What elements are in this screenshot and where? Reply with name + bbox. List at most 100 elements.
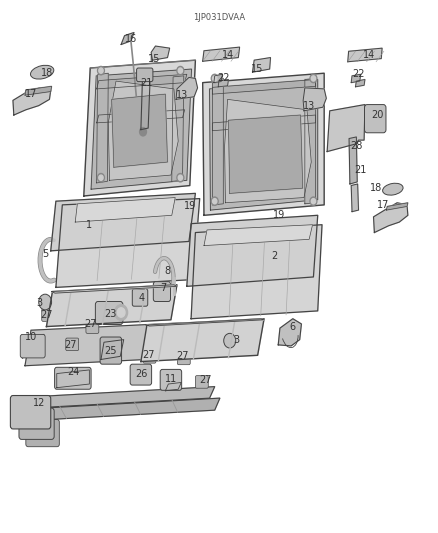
- Text: 14: 14: [222, 50, 234, 60]
- Polygon shape: [97, 73, 108, 183]
- Text: 17: 17: [25, 89, 37, 99]
- Polygon shape: [348, 48, 382, 62]
- FancyBboxPatch shape: [11, 395, 51, 429]
- Polygon shape: [225, 99, 311, 203]
- FancyBboxPatch shape: [143, 351, 156, 363]
- Polygon shape: [327, 104, 365, 151]
- Polygon shape: [151, 46, 170, 60]
- Text: 8: 8: [164, 265, 170, 276]
- Text: 27: 27: [176, 351, 189, 361]
- Text: 5: 5: [42, 249, 48, 259]
- Text: 12: 12: [33, 398, 46, 408]
- Text: 26: 26: [135, 369, 148, 378]
- Text: 16: 16: [125, 34, 137, 44]
- FancyBboxPatch shape: [132, 289, 148, 306]
- Polygon shape: [203, 47, 240, 61]
- Polygon shape: [212, 79, 315, 94]
- Polygon shape: [351, 74, 360, 83]
- FancyBboxPatch shape: [55, 367, 91, 389]
- Circle shape: [178, 68, 183, 73]
- Polygon shape: [187, 215, 318, 286]
- FancyBboxPatch shape: [19, 408, 54, 439]
- FancyBboxPatch shape: [130, 364, 152, 385]
- Text: 15: 15: [148, 54, 161, 63]
- FancyBboxPatch shape: [86, 321, 99, 333]
- Polygon shape: [25, 86, 52, 95]
- Polygon shape: [386, 203, 408, 210]
- Polygon shape: [172, 76, 184, 181]
- Polygon shape: [203, 73, 324, 215]
- Polygon shape: [75, 198, 175, 222]
- Text: 13: 13: [303, 101, 315, 111]
- Text: 2: 2: [272, 251, 278, 261]
- Polygon shape: [214, 74, 223, 83]
- Text: 3: 3: [36, 298, 42, 308]
- FancyBboxPatch shape: [195, 376, 208, 388]
- Circle shape: [99, 68, 103, 73]
- Circle shape: [212, 76, 217, 81]
- Polygon shape: [212, 78, 223, 205]
- Text: 27: 27: [84, 319, 96, 329]
- Text: 23: 23: [105, 309, 117, 319]
- Polygon shape: [91, 69, 191, 189]
- Ellipse shape: [383, 183, 403, 195]
- Text: 3: 3: [233, 335, 239, 345]
- Text: 19: 19: [273, 211, 285, 220]
- FancyBboxPatch shape: [20, 334, 45, 358]
- Circle shape: [311, 76, 315, 81]
- Polygon shape: [166, 383, 181, 391]
- Polygon shape: [374, 203, 408, 232]
- Circle shape: [98, 67, 104, 75]
- Polygon shape: [349, 137, 357, 184]
- FancyBboxPatch shape: [100, 337, 122, 364]
- Text: 21: 21: [354, 165, 367, 175]
- Circle shape: [178, 175, 183, 180]
- FancyBboxPatch shape: [153, 281, 170, 302]
- Polygon shape: [56, 199, 200, 287]
- Polygon shape: [209, 79, 318, 210]
- Text: 27: 27: [142, 350, 155, 360]
- Text: 21: 21: [140, 78, 152, 87]
- Text: 13: 13: [177, 90, 189, 100]
- Polygon shape: [141, 73, 150, 130]
- Polygon shape: [112, 94, 167, 167]
- Text: 28: 28: [350, 141, 363, 151]
- Text: 27: 27: [199, 375, 212, 385]
- Polygon shape: [52, 285, 177, 293]
- Text: 7: 7: [160, 284, 166, 294]
- Text: 22: 22: [217, 74, 230, 84]
- Text: 10: 10: [25, 332, 37, 342]
- Circle shape: [99, 175, 103, 180]
- Circle shape: [98, 174, 104, 182]
- FancyBboxPatch shape: [137, 68, 153, 82]
- Text: 4: 4: [139, 293, 145, 303]
- Text: 15: 15: [251, 64, 264, 74]
- FancyBboxPatch shape: [95, 302, 123, 325]
- Polygon shape: [305, 78, 315, 204]
- Polygon shape: [46, 285, 177, 327]
- Text: 18: 18: [370, 183, 382, 193]
- Polygon shape: [229, 115, 303, 193]
- Polygon shape: [356, 79, 365, 87]
- Polygon shape: [108, 81, 178, 180]
- Text: 25: 25: [105, 346, 117, 356]
- Circle shape: [310, 197, 317, 205]
- Polygon shape: [252, 58, 271, 72]
- FancyBboxPatch shape: [66, 338, 79, 351]
- Polygon shape: [22, 386, 215, 409]
- FancyBboxPatch shape: [177, 352, 190, 365]
- Polygon shape: [97, 110, 185, 123]
- Circle shape: [212, 199, 217, 204]
- Text: 27: 27: [65, 340, 77, 350]
- Polygon shape: [141, 319, 264, 361]
- Polygon shape: [25, 323, 181, 366]
- Circle shape: [117, 308, 125, 317]
- Polygon shape: [51, 193, 195, 251]
- Circle shape: [211, 197, 218, 205]
- Ellipse shape: [31, 66, 54, 79]
- Polygon shape: [101, 340, 124, 359]
- Text: 17: 17: [377, 200, 389, 210]
- Text: 24: 24: [68, 367, 80, 377]
- Polygon shape: [57, 370, 89, 387]
- Circle shape: [39, 294, 52, 310]
